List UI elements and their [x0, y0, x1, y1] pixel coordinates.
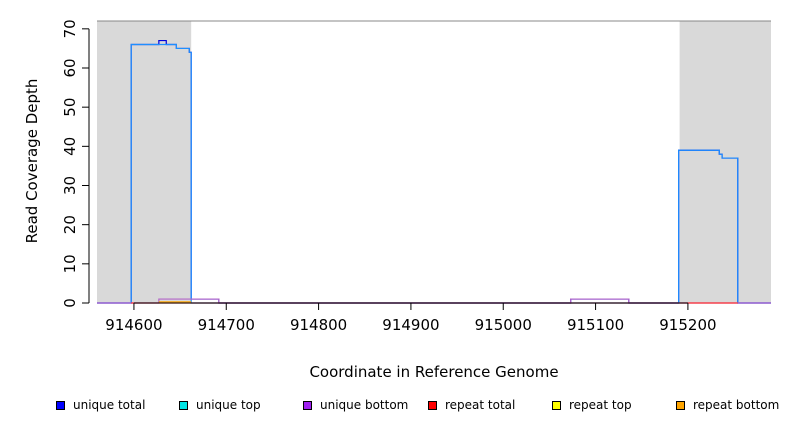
- y-tick-label: 30: [61, 176, 79, 195]
- x-tick-label: 914900: [382, 316, 439, 334]
- y-tick-label: 10: [61, 254, 79, 273]
- x-axis: 914600 914700 914800 914900 915000 915100 9152…: [105, 302, 717, 334]
- y-axis-title: Read Coverage Depth: [23, 79, 41, 244]
- legend-swatch: [676, 400, 685, 410]
- legend-swatch: [428, 400, 437, 410]
- legend-item-unique-total: unique total: [56, 398, 145, 412]
- legend: unique total unique top unique bottom re…: [0, 398, 792, 420]
- legend-swatch: [552, 400, 561, 410]
- y-tick-label: 0: [61, 298, 79, 308]
- plot-area: [97, 20, 771, 304]
- shaded-region: [679, 21, 771, 303]
- legend-swatch: [56, 400, 65, 410]
- legend-label: repeat top: [569, 398, 632, 412]
- legend-label: unique top: [196, 398, 261, 412]
- legend-label: repeat bottom: [693, 398, 780, 412]
- y-tick-label: 40: [61, 137, 79, 156]
- x-tick-label: 914800: [290, 316, 347, 334]
- series-unique-total: [97, 39, 771, 304]
- legend-item-repeat-bottom: repeat bottom: [676, 398, 779, 412]
- legend-item-repeat-top: repeat top: [552, 398, 632, 412]
- x-tick-label: 914600: [105, 316, 162, 334]
- y-tick-label: 70: [61, 19, 79, 38]
- legend-swatch: [179, 400, 188, 410]
- x-tick-label: 915000: [475, 316, 532, 334]
- legend-label: repeat total: [445, 398, 516, 412]
- legend-item-unique-bottom: unique bottom: [303, 398, 408, 412]
- y-axis: 0 10 20 30 40 50 60 70: [61, 19, 90, 308]
- series-unique-top: [97, 43, 771, 304]
- shaded-region: [97, 21, 192, 303]
- legend-swatch: [303, 400, 312, 410]
- x-tick-label: 914700: [198, 316, 255, 334]
- legend-item-unique-top: unique top: [179, 398, 261, 412]
- y-tick-label: 60: [61, 58, 79, 77]
- y-tick-label: 20: [61, 215, 79, 234]
- x-tick-label: 915200: [659, 316, 716, 334]
- legend-label: unique total: [73, 398, 146, 412]
- y-tick-label: 50: [61, 98, 79, 117]
- legend-item-repeat-total: repeat total: [428, 398, 515, 412]
- legend-label: unique bottom: [320, 398, 409, 412]
- x-tick-label: 915100: [567, 316, 624, 334]
- x-axis-title: Coordinate in Reference Genome: [309, 363, 558, 381]
